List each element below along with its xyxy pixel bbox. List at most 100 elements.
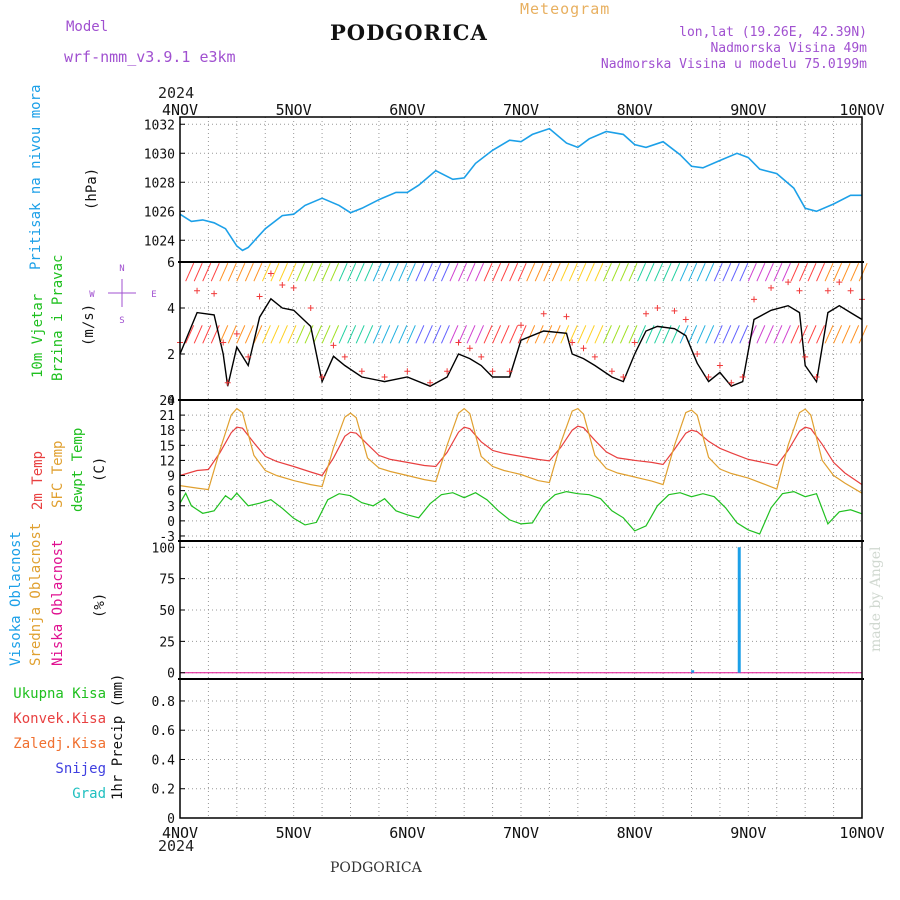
temp-dew-line: [179, 490, 863, 535]
temp-2m-line: [179, 425, 863, 486]
wind-gust-marker: [211, 290, 218, 297]
wind-arrow: [330, 325, 340, 344]
wind-arrow: [287, 262, 297, 282]
x-tick-label-bottom: 6NOV: [389, 824, 425, 842]
wind-arrow: [824, 262, 834, 282]
compass-label-S: S: [119, 316, 124, 326]
wind-arrow: [833, 325, 843, 344]
wind-arrow: [858, 262, 868, 282]
wind-gust-marker: [478, 353, 485, 360]
wind-arrow: [688, 262, 698, 282]
lonlat-label: lon,lat (19.26E, 42.39N): [679, 25, 867, 40]
wind-gust-marker: [381, 374, 388, 380]
wind-gust-marker: [751, 296, 758, 303]
wind-arrow: [799, 262, 808, 282]
wind-arrow: [500, 262, 510, 282]
legend-total-rain: Ukupna Kisa: [13, 686, 106, 702]
wind-arrow: [756, 325, 766, 344]
wind-arrow: [568, 262, 578, 282]
wind-arrow: [483, 262, 493, 282]
wind-arrow: [372, 325, 382, 344]
wind-arrow: [517, 262, 527, 282]
wind-gust-marker: [654, 305, 661, 311]
wind-arrow: [833, 262, 843, 282]
wind-arrow: [705, 325, 715, 344]
wind-arrow: [773, 325, 783, 344]
wind-arrow: [415, 262, 425, 282]
wind-arrow: [338, 262, 348, 282]
wind-arrow: [534, 325, 544, 344]
y-tick-label-pressure: 1028: [144, 176, 175, 191]
wind-arrow: [406, 262, 416, 282]
wind-gust-marker: [694, 351, 701, 357]
wind-arrow: [560, 262, 570, 282]
wind-arrow: [764, 262, 774, 282]
wind-arrow: [790, 262, 800, 282]
wind-arrow: [807, 325, 817, 344]
y-tick-label-precip: 0.6: [152, 724, 175, 739]
wind-arrow: [543, 262, 553, 282]
y-tick-label-cloud: 0: [167, 667, 175, 682]
wind-arrow: [279, 325, 288, 344]
elevation-label: Nadmorska Visina 49m: [710, 41, 867, 56]
wind-arrow: [620, 325, 629, 344]
y-tick-label-pressure: 1032: [144, 118, 175, 133]
wind-arrow: [841, 262, 851, 282]
wind-arrow: [372, 262, 382, 282]
x-tick-label-bottom: 4NOV: [162, 824, 198, 842]
wind-arrow: [492, 262, 502, 282]
wind-arrow: [526, 325, 536, 344]
y-tick-label-pressure: 1026: [144, 205, 175, 220]
wind-gust-marker: [290, 284, 297, 291]
wind-gust-marker: [427, 379, 434, 386]
y-tick-label-temperature: 3: [167, 500, 175, 515]
wind-arrow: [244, 325, 254, 344]
wind-gust-marker: [307, 305, 314, 311]
wind-arrow: [671, 262, 681, 282]
wind-arrow: [790, 325, 800, 344]
wind-arrow: [398, 262, 408, 282]
wind-arrow: [654, 262, 664, 282]
wind-gust-marker: [506, 368, 513, 375]
y-tick-label-pressure: 1030: [144, 147, 175, 162]
wind-speed-line: [179, 297, 863, 388]
legend-hail: Grad: [72, 786, 106, 802]
y-tick-label-precip: 0.2: [152, 783, 175, 798]
wind-arrow: [261, 262, 271, 282]
year-bottom: 2024: [158, 837, 195, 855]
wind-arrow: [620, 262, 629, 282]
wind-arrow: [696, 325, 706, 344]
wind-arrow: [449, 325, 459, 344]
y-tick-label-temperature: 21: [159, 409, 175, 424]
wind-arrow: [577, 325, 587, 344]
y-tick-label-temperature: 6: [167, 485, 175, 500]
wind-gust-marker: [580, 345, 587, 352]
wind-arrow: [585, 262, 595, 282]
wind-arrow: [381, 325, 391, 344]
y-tick-label-temperature: 24: [159, 394, 175, 409]
wind-arrow: [244, 262, 254, 282]
wind-arrow: [781, 325, 791, 344]
frame-layer: [178, 116, 864, 819]
wind-gust-marker: [245, 353, 252, 360]
wind-arrow: [236, 262, 246, 282]
wind-arrow: [466, 262, 476, 282]
wind-arrow: [202, 262, 212, 282]
meteogram-label: Meteogram: [520, 0, 611, 18]
wind-gust-marker: [682, 316, 689, 323]
legend-convective-rain: Konvek.Kisa: [13, 711, 106, 727]
wind-arrow: [764, 325, 774, 344]
wind-gust-marker: [591, 353, 598, 360]
wind-arrow: [602, 262, 612, 282]
wind-arrow: [543, 325, 553, 344]
x-tick-label-bottom: 9NOV: [730, 824, 766, 842]
wind-gust-marker: [540, 310, 547, 317]
legend-freezing-rain: Zaledj.Kisa: [13, 736, 106, 752]
wind-arrow: [713, 325, 723, 344]
wind-gust-marker: [444, 368, 451, 375]
wind-arrow: [219, 325, 229, 344]
y-tick-label-temperature: 12: [159, 454, 175, 469]
x-tick-label-top: 6NOV: [389, 101, 425, 119]
wind-gust-marker: [233, 330, 240, 337]
wind-arrow: [398, 325, 408, 344]
